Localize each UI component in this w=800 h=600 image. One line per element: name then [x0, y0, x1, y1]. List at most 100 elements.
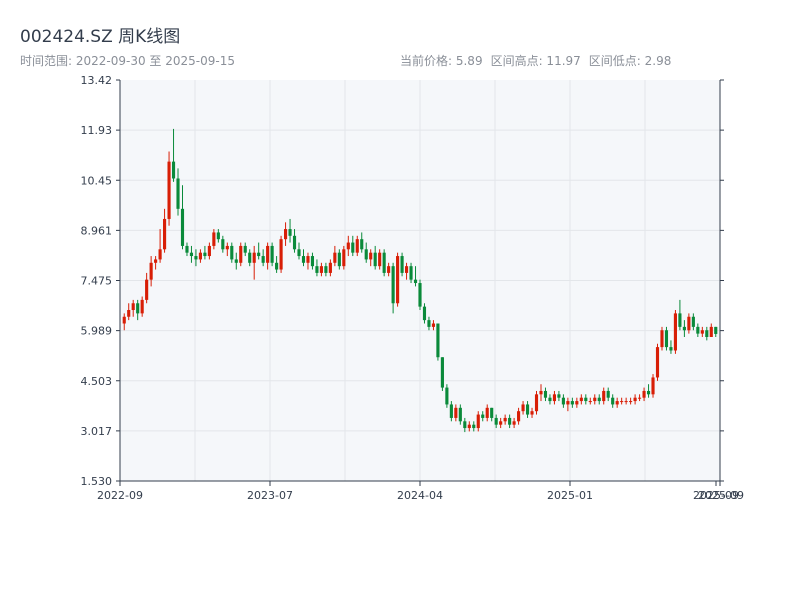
candle	[167, 151, 171, 226]
candle-body	[503, 417, 507, 422]
candle-body	[490, 407, 494, 418]
candle-body	[189, 252, 194, 257]
candle	[454, 404, 458, 422]
candle	[203, 245, 207, 260]
candle-body	[400, 256, 404, 273]
date-range-label: 时间范围: 2022-09-30 至 2025-09-15	[20, 54, 235, 68]
candle	[521, 401, 525, 415]
candle	[270, 242, 274, 267]
candle	[301, 249, 306, 267]
candle	[646, 384, 651, 398]
candle-body	[445, 387, 449, 405]
candle-body	[248, 252, 252, 263]
candle-body	[364, 249, 368, 260]
candle-body	[239, 245, 243, 263]
candle	[633, 394, 637, 405]
candle	[687, 313, 691, 334]
candle-body	[463, 421, 467, 429]
candle	[279, 235, 283, 273]
candle-body	[525, 404, 530, 415]
candle-body	[481, 414, 485, 418]
candle	[131, 299, 135, 317]
candle-body	[467, 424, 471, 429]
candle-body	[512, 421, 516, 425]
candle	[445, 384, 449, 408]
x-tick-label: 2022-09	[97, 489, 143, 502]
candle	[266, 242, 270, 270]
candle	[194, 249, 198, 267]
candle-body	[292, 235, 297, 250]
candle-body	[691, 316, 695, 327]
chart-title: 002424.SZ 周K线图	[20, 27, 181, 47]
candle-body	[346, 242, 350, 250]
candle-body	[561, 397, 565, 405]
candle	[127, 303, 131, 321]
candle	[310, 252, 315, 270]
x-tick-label: 2023-07	[247, 489, 293, 502]
candle	[163, 208, 167, 253]
candle	[283, 222, 288, 246]
candle-body	[234, 259, 238, 263]
candle	[158, 229, 162, 263]
candle-body	[454, 407, 458, 418]
candle-body	[705, 330, 709, 337]
candle	[427, 316, 431, 331]
candle	[149, 256, 153, 287]
candle-body	[351, 242, 355, 253]
candle-body	[306, 256, 310, 263]
candle	[292, 229, 297, 253]
candle-body	[687, 316, 691, 331]
candle-body	[615, 401, 619, 405]
candle-body	[552, 394, 557, 402]
candle	[382, 249, 386, 277]
candle-body	[669, 347, 673, 351]
candle-body	[257, 252, 261, 257]
candle-body	[418, 283, 422, 307]
candle-body	[660, 330, 664, 348]
candle-body	[207, 245, 211, 257]
candle	[539, 384, 543, 402]
candle	[664, 326, 669, 351]
candle	[660, 326, 664, 351]
candle-body	[673, 313, 677, 351]
candle-body	[360, 239, 364, 250]
candle	[189, 245, 194, 263]
candle-body	[593, 397, 597, 402]
candle	[525, 401, 530, 418]
candle-body	[476, 414, 480, 429]
candle	[315, 259, 319, 277]
candle	[530, 407, 534, 418]
candle-body	[566, 401, 570, 405]
candle	[709, 323, 713, 337]
candle-body	[279, 239, 283, 270]
candle	[700, 326, 704, 337]
candle-body	[301, 256, 306, 263]
candle	[458, 404, 462, 425]
candle	[485, 404, 489, 422]
y-tick-label: 7.475	[81, 275, 113, 288]
candle-body	[579, 397, 583, 402]
candle-body	[584, 397, 588, 402]
candle-body	[629, 401, 633, 403]
candle-body	[494, 417, 498, 425]
candle	[481, 411, 485, 422]
candle	[463, 417, 467, 433]
candle-body	[373, 252, 377, 267]
candle	[239, 242, 243, 267]
candle	[212, 229, 216, 250]
candle-body	[597, 397, 601, 402]
candle	[378, 249, 382, 270]
candle-body	[651, 377, 655, 395]
candle	[620, 397, 624, 405]
candle-body	[611, 397, 615, 405]
candle-body	[315, 266, 319, 273]
candle	[503, 414, 507, 425]
candle-body	[664, 330, 669, 348]
candle-body	[176, 178, 180, 209]
candle	[499, 417, 503, 429]
candle-body	[422, 306, 427, 321]
candle-body	[342, 249, 346, 267]
candle	[234, 252, 238, 270]
candle	[297, 242, 301, 260]
